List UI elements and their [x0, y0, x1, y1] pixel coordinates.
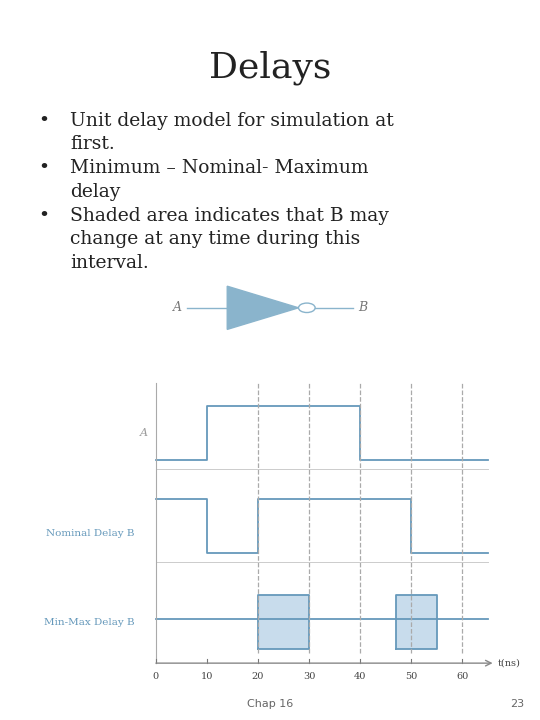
Text: 60: 60: [456, 672, 468, 681]
Text: 30: 30: [303, 672, 315, 681]
Text: 10: 10: [201, 672, 213, 681]
Text: change at any time during this: change at any time during this: [70, 230, 361, 248]
Text: 20: 20: [252, 672, 264, 681]
Text: 0: 0: [153, 672, 159, 681]
Text: t(ns): t(ns): [498, 659, 521, 667]
Text: Unit delay model for simulation at: Unit delay model for simulation at: [70, 112, 394, 130]
Text: A: A: [140, 428, 148, 438]
Text: A: A: [173, 301, 182, 315]
Polygon shape: [227, 286, 299, 329]
Text: Min-Max Delay B: Min-Max Delay B: [44, 618, 135, 626]
Text: delay: delay: [70, 183, 120, 201]
Text: 50: 50: [405, 672, 417, 681]
Text: 23: 23: [510, 699, 524, 709]
Text: •: •: [38, 112, 49, 130]
Text: first.: first.: [70, 135, 115, 153]
Text: Minimum – Nominal- Maximum: Minimum – Nominal- Maximum: [70, 159, 369, 177]
Text: Nominal Delay B: Nominal Delay B: [46, 529, 135, 539]
Text: Shaded area indicates that B may: Shaded area indicates that B may: [70, 207, 389, 225]
Text: •: •: [38, 207, 49, 225]
Text: 40: 40: [354, 672, 366, 681]
Text: Chap 16: Chap 16: [247, 699, 293, 709]
Text: Delays: Delays: [209, 50, 331, 85]
Text: B: B: [358, 301, 367, 315]
Text: •: •: [38, 159, 49, 177]
Text: interval.: interval.: [70, 254, 149, 272]
